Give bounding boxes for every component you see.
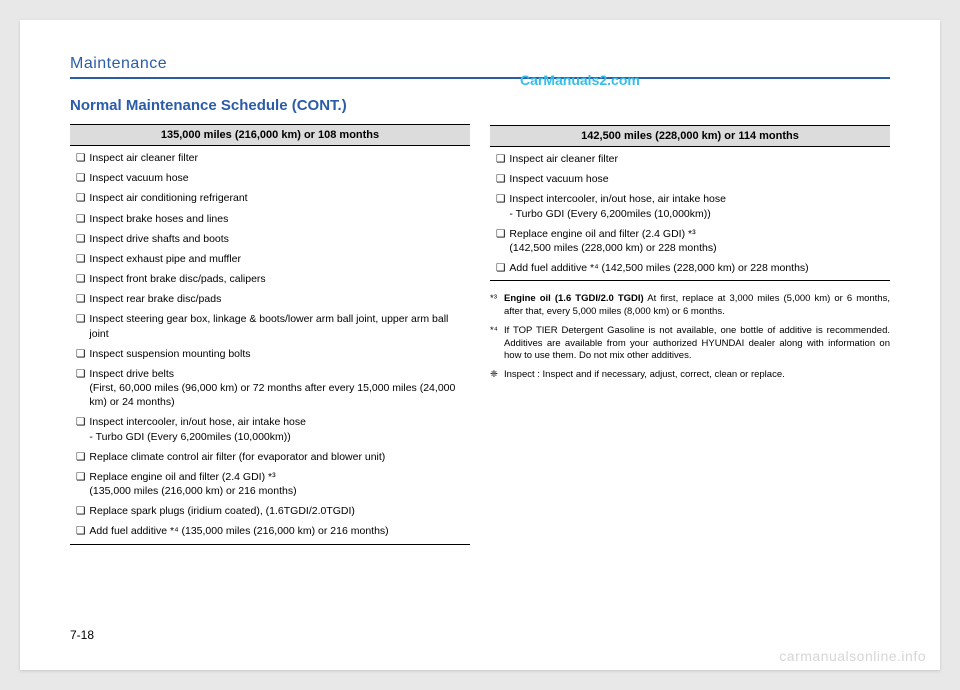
list-item: ❑Inspect vacuum hose <box>490 169 890 189</box>
list-item: ❑Inspect air cleaner filter <box>70 148 470 168</box>
watermark-bottom: carmanualsonline.info <box>779 648 926 664</box>
header-rule <box>70 77 890 79</box>
footnote: *⁴ If TOP TIER Detergent Gasoline is not… <box>490 325 890 363</box>
list-item: ❑Replace engine oil and filter (2.4 GDI)… <box>490 224 890 258</box>
content-columns: Normal Maintenance Schedule (CONT.) 135,… <box>70 97 890 545</box>
list-item: ❑Add fuel additive *⁴ (142,500 miles (22… <box>490 258 890 278</box>
section-title: Maintenance <box>70 55 167 73</box>
schedule-heading: Normal Maintenance Schedule (CONT.) <box>70 97 470 114</box>
list-item: ❑Replace engine oil and filter (2.4 GDI)… <box>70 467 470 501</box>
footnote: *³ Engine oil (1.6 TGDI/2.0 TGDI) At fir… <box>490 293 890 319</box>
page-number: 7-18 <box>70 628 94 642</box>
item-list-left: ❑Inspect air cleaner filter ❑Inspect vac… <box>70 146 470 544</box>
list-item: ❑Inspect exhaust pipe and muffler <box>70 249 470 269</box>
spacer <box>490 97 890 125</box>
list-item: ❑Inspect brake hoses and lines <box>70 209 470 229</box>
list-item: ❑Inspect intercooler, in/out hose, air i… <box>490 189 890 223</box>
list-item: ❑Inspect steering gear box, linkage & bo… <box>70 309 470 343</box>
page-header: Maintenance <box>70 55 890 73</box>
list-item: ❑Inspect air conditioning refrigerant <box>70 188 470 208</box>
left-column: Normal Maintenance Schedule (CONT.) 135,… <box>70 97 470 545</box>
right-column: 142,500 miles (228,000 km) or 114 months… <box>490 97 890 545</box>
list-item: ❑Add fuel additive *⁴ (135,000 miles (21… <box>70 521 470 541</box>
box-header-right: 142,500 miles (228,000 km) or 114 months <box>490 126 890 147</box>
schedule-box-right: 142,500 miles (228,000 km) or 114 months… <box>490 125 890 281</box>
list-item: ❑Inspect front brake disc/pads, calipers <box>70 269 470 289</box>
list-item: ❑Replace spark plugs (iridium coated), (… <box>70 501 470 521</box>
list-item: ❑Inspect drive belts(First, 60,000 miles… <box>70 364 470 413</box>
schedule-box-left: 135,000 miles (216,000 km) or 108 months… <box>70 124 470 545</box>
list-item: ❑Inspect suspension mounting bolts <box>70 344 470 364</box>
box-header-left: 135,000 miles (216,000 km) or 108 months <box>70 125 470 146</box>
list-item: ❑Inspect vacuum hose <box>70 168 470 188</box>
list-item: ❑Inspect air cleaner filter <box>490 149 890 169</box>
list-item: ❑Inspect rear brake disc/pads <box>70 289 470 309</box>
item-list-right: ❑Inspect air cleaner filter ❑Inspect vac… <box>490 147 890 280</box>
manual-page: Maintenance CarManuals2.com Normal Maint… <box>20 20 940 670</box>
list-item: ❑Inspect drive shafts and boots <box>70 229 470 249</box>
footnotes: *³ Engine oil (1.6 TGDI/2.0 TGDI) At fir… <box>490 293 890 382</box>
list-item: ❑Replace climate control air filter (for… <box>70 447 470 467</box>
list-item: ❑Inspect intercooler, in/out hose, air i… <box>70 412 470 446</box>
footnote: ❈ Inspect : Inspect and if necessary, ad… <box>490 369 890 382</box>
watermark-top: CarManuals2.com <box>520 72 640 88</box>
